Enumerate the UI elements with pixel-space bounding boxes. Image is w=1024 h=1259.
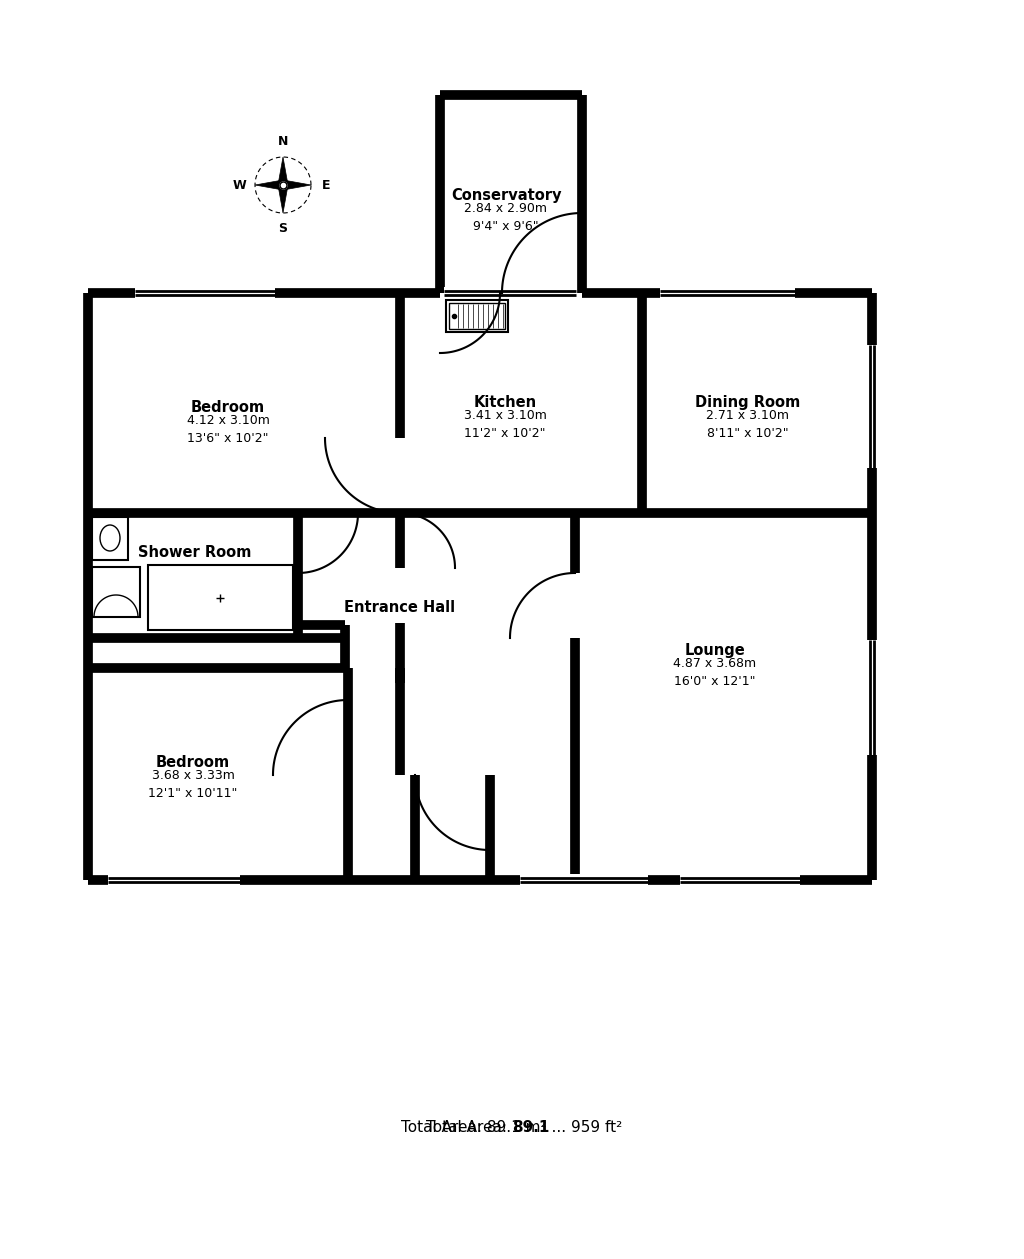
Text: Dining Room: Dining Room — [695, 395, 801, 410]
Bar — [446, 300, 508, 332]
Text: N: N — [278, 135, 288, 149]
Bar — [135, 287, 275, 298]
Text: E: E — [323, 179, 331, 191]
Text: Bedroom: Bedroom — [190, 400, 265, 415]
Polygon shape — [276, 180, 311, 190]
Bar — [660, 287, 795, 298]
Polygon shape — [278, 157, 288, 193]
Bar — [148, 565, 293, 630]
Text: 3.68 x 3.33m
12'1" x 10'11": 3.68 x 3.33m 12'1" x 10'11" — [148, 769, 238, 799]
Text: Conservatory: Conservatory — [451, 188, 561, 203]
Text: 89.1: 89.1 — [512, 1121, 549, 1136]
Bar — [92, 517, 128, 560]
Text: Entrance Hall: Entrance Hall — [344, 601, 456, 614]
Text: 2.84 x 2.90m
9'4" x 9'6": 2.84 x 2.90m 9'4" x 9'6" — [465, 201, 548, 233]
Bar — [92, 567, 140, 617]
Text: 4.87 x 3.68m
16'0" x 12'1": 4.87 x 3.68m 16'0" x 12'1" — [674, 657, 757, 687]
Bar — [866, 640, 878, 755]
Bar — [108, 874, 240, 886]
Text: Total Area: 89.1 m² ... 959 ft²: Total Area: 89.1 m² ... 959 ft² — [401, 1121, 623, 1136]
Text: 4.12 x 3.10m
13'6" x 10'2": 4.12 x 3.10m 13'6" x 10'2" — [186, 414, 269, 444]
Bar — [866, 345, 878, 468]
Text: Shower Room: Shower Room — [138, 545, 252, 560]
Text: W: W — [232, 179, 247, 191]
Text: Bedroom: Bedroom — [156, 755, 230, 771]
Ellipse shape — [100, 525, 120, 551]
Text: Total Area:: Total Area: — [426, 1121, 512, 1136]
Bar — [680, 874, 800, 886]
Text: S: S — [279, 222, 288, 235]
Bar — [444, 287, 575, 298]
Bar — [440, 94, 582, 293]
Polygon shape — [255, 180, 290, 190]
Text: Kitchen: Kitchen — [473, 395, 537, 410]
Bar — [520, 874, 648, 886]
Text: 3.41 x 3.10m
11'2" x 10'2": 3.41 x 3.10m 11'2" x 10'2" — [464, 409, 547, 439]
Bar — [449, 303, 505, 329]
Text: Lounge: Lounge — [685, 643, 745, 658]
Polygon shape — [278, 178, 288, 213]
Text: 2.71 x 3.10m
8'11" x 10'2": 2.71 x 3.10m 8'11" x 10'2" — [707, 409, 790, 439]
Bar — [88, 293, 872, 880]
